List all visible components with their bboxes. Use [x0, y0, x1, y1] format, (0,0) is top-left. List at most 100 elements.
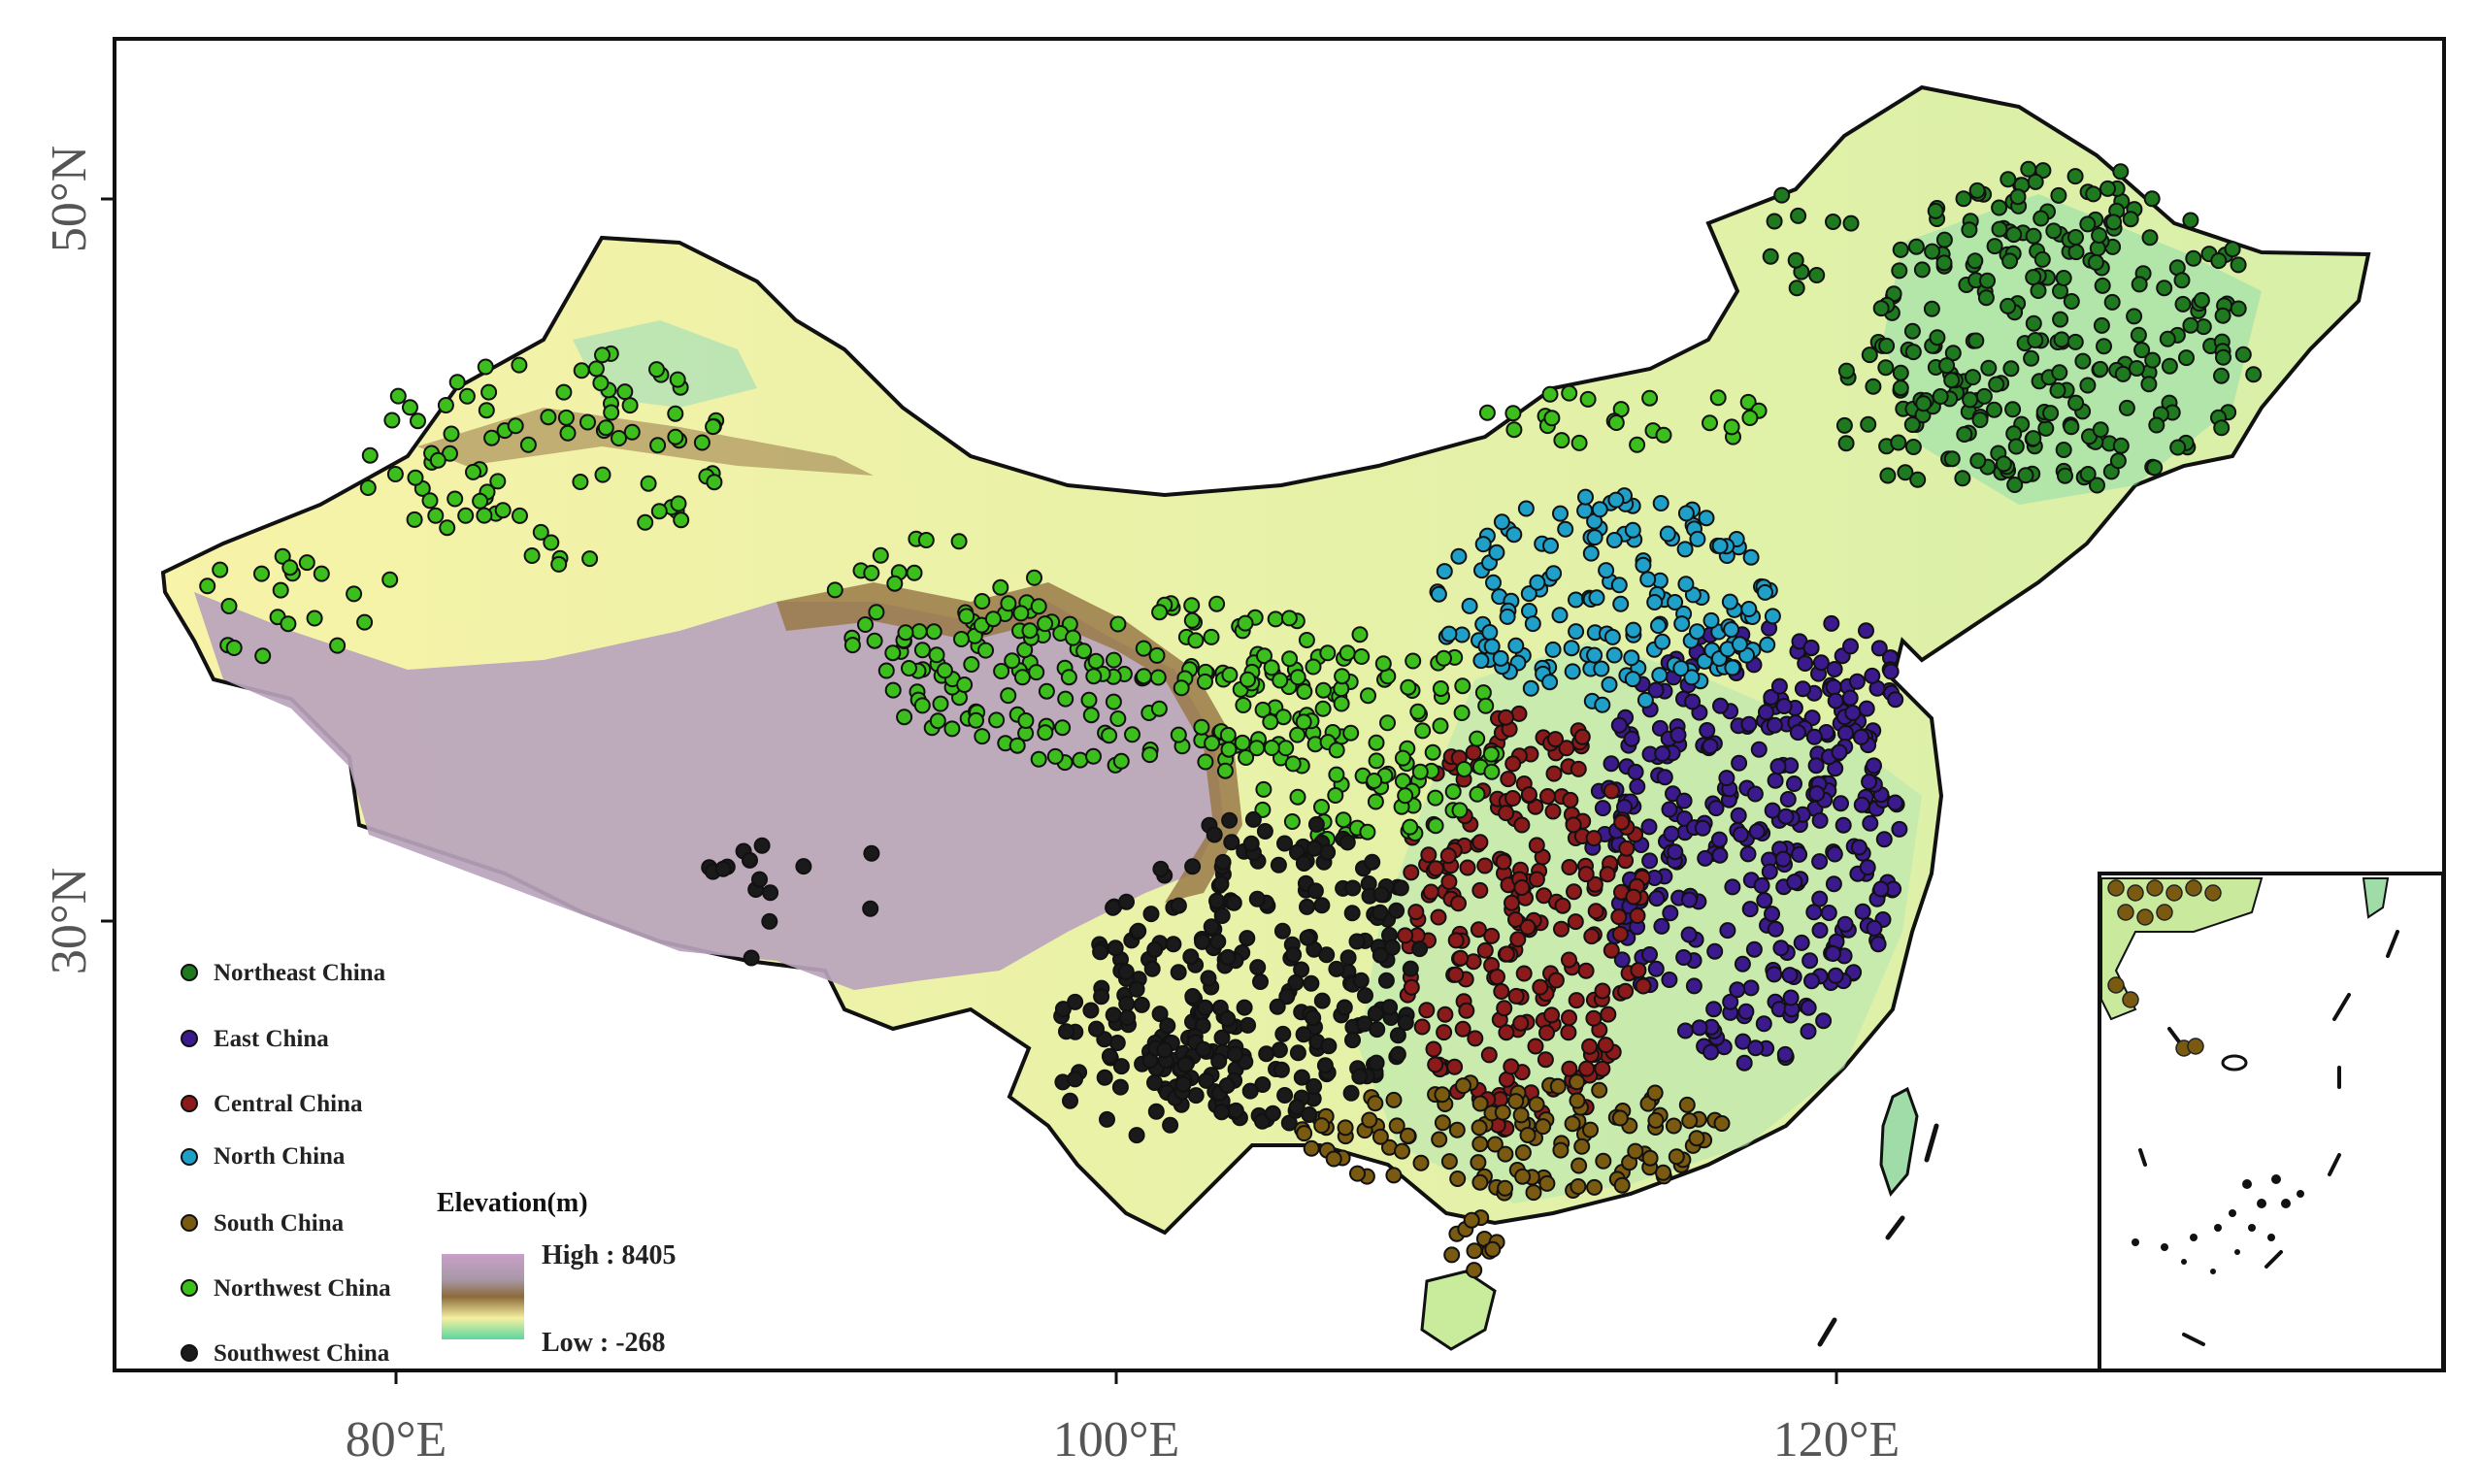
station-dot [670, 495, 687, 512]
station-dot [1578, 1060, 1596, 1077]
station-dot [1263, 740, 1280, 756]
station-dot [1748, 823, 1766, 841]
station-dot [1962, 391, 1979, 409]
station-dot [1214, 853, 1232, 871]
station-dot [1969, 452, 1987, 470]
station-dot [407, 469, 424, 486]
station-dot [1582, 544, 1600, 562]
south-china-sea-inset [2098, 872, 2445, 1372]
station-dot [1594, 800, 1611, 817]
station-dot [1471, 1173, 1489, 1191]
station-dot [1397, 927, 1414, 944]
station-dot [1935, 231, 1953, 248]
legend-label-northeast: Northeast China [214, 960, 386, 986]
station-dot [1337, 1119, 1354, 1137]
station-dot [1759, 636, 1776, 653]
station-dot [2128, 360, 2145, 377]
hainan-island [1420, 1270, 1497, 1351]
station-dot [1187, 1087, 1205, 1105]
station-dot [1722, 993, 1739, 1010]
station-dot [1713, 1115, 1731, 1132]
station-dot [1583, 928, 1601, 945]
station-dot [913, 697, 931, 714]
station-dot [1469, 785, 1486, 803]
station-dot [2144, 351, 2162, 369]
station-dot [1400, 1127, 1416, 1144]
station-dot [1444, 783, 1462, 801]
station-dot [1273, 1061, 1290, 1078]
station-dot [1400, 678, 1417, 696]
station-dot [1242, 835, 1260, 852]
station-dot [1150, 700, 1168, 717]
station-dot [1409, 703, 1427, 720]
station-dot [1112, 752, 1130, 770]
station-dot [1450, 547, 1468, 565]
station-dot [1561, 859, 1578, 875]
station-dot [1504, 894, 1520, 911]
station-dot [2079, 466, 2097, 482]
station-dot [1364, 853, 1381, 871]
station-dot [1498, 805, 1515, 822]
station-dot [1672, 660, 1690, 677]
station-dot [1368, 1054, 1385, 1072]
station-dot [1280, 610, 1298, 627]
station-dot [1524, 615, 1541, 633]
station-dot [1767, 920, 1784, 938]
station-dot [1741, 410, 1759, 426]
station-dot [1227, 1045, 1243, 1063]
station-dot [1520, 786, 1537, 804]
station-dot [1772, 940, 1790, 957]
station-dot [1561, 384, 1578, 402]
station-dot [592, 375, 610, 392]
station-dot [1504, 790, 1522, 807]
station-dot [1483, 763, 1501, 780]
station-dot [1389, 1027, 1406, 1044]
station-dot [1000, 595, 1017, 612]
station-dot [1854, 903, 1871, 920]
station-dot [1892, 379, 1909, 397]
station-dot [1248, 890, 1266, 907]
station-dot [1509, 931, 1527, 948]
station-dot [1119, 1009, 1137, 1026]
station-dot [884, 681, 902, 699]
station-dot [1599, 866, 1616, 883]
x-axis: 80°E 100°E 120°E [346, 1370, 1900, 1468]
station-dot [559, 424, 577, 442]
station-dot [1240, 671, 1256, 688]
station-dot [1434, 1086, 1451, 1104]
station-dot [1385, 1091, 1403, 1108]
station-dot [1711, 538, 1729, 554]
station-dot [1734, 955, 1751, 973]
station-dot [1493, 983, 1510, 1000]
station-dot [1624, 521, 1641, 539]
station-dot [1807, 757, 1825, 775]
station-dot [1474, 684, 1492, 702]
station-dot [1676, 541, 1694, 558]
station-dot [1058, 1023, 1074, 1040]
station-dot [2215, 348, 2231, 366]
station-dot [1848, 673, 1866, 690]
station-dot [2087, 253, 2104, 271]
station-dot [2025, 227, 2042, 245]
station-dot [1193, 718, 1210, 736]
station-dot [2178, 349, 2195, 367]
station-dot [1724, 659, 1741, 676]
station-dot [1456, 761, 1472, 777]
station-dot [857, 616, 874, 633]
station-dot [1927, 202, 1944, 219]
station-dot [1825, 875, 1842, 893]
station-dot [1811, 853, 1829, 871]
station-dot [1684, 693, 1702, 710]
legend-label-north: North China [214, 1143, 346, 1170]
station-dot [1046, 747, 1064, 765]
station-dot [220, 598, 238, 614]
station-dot [1213, 1104, 1231, 1121]
station-dot [669, 371, 686, 388]
station-dot [1111, 1078, 1129, 1096]
station-dot [1262, 713, 1279, 731]
station-dot [1860, 415, 1877, 433]
station-dot [2093, 316, 2110, 334]
station-dot [1647, 960, 1665, 977]
station-dot [1427, 789, 1444, 807]
station-dot [1450, 895, 1467, 912]
